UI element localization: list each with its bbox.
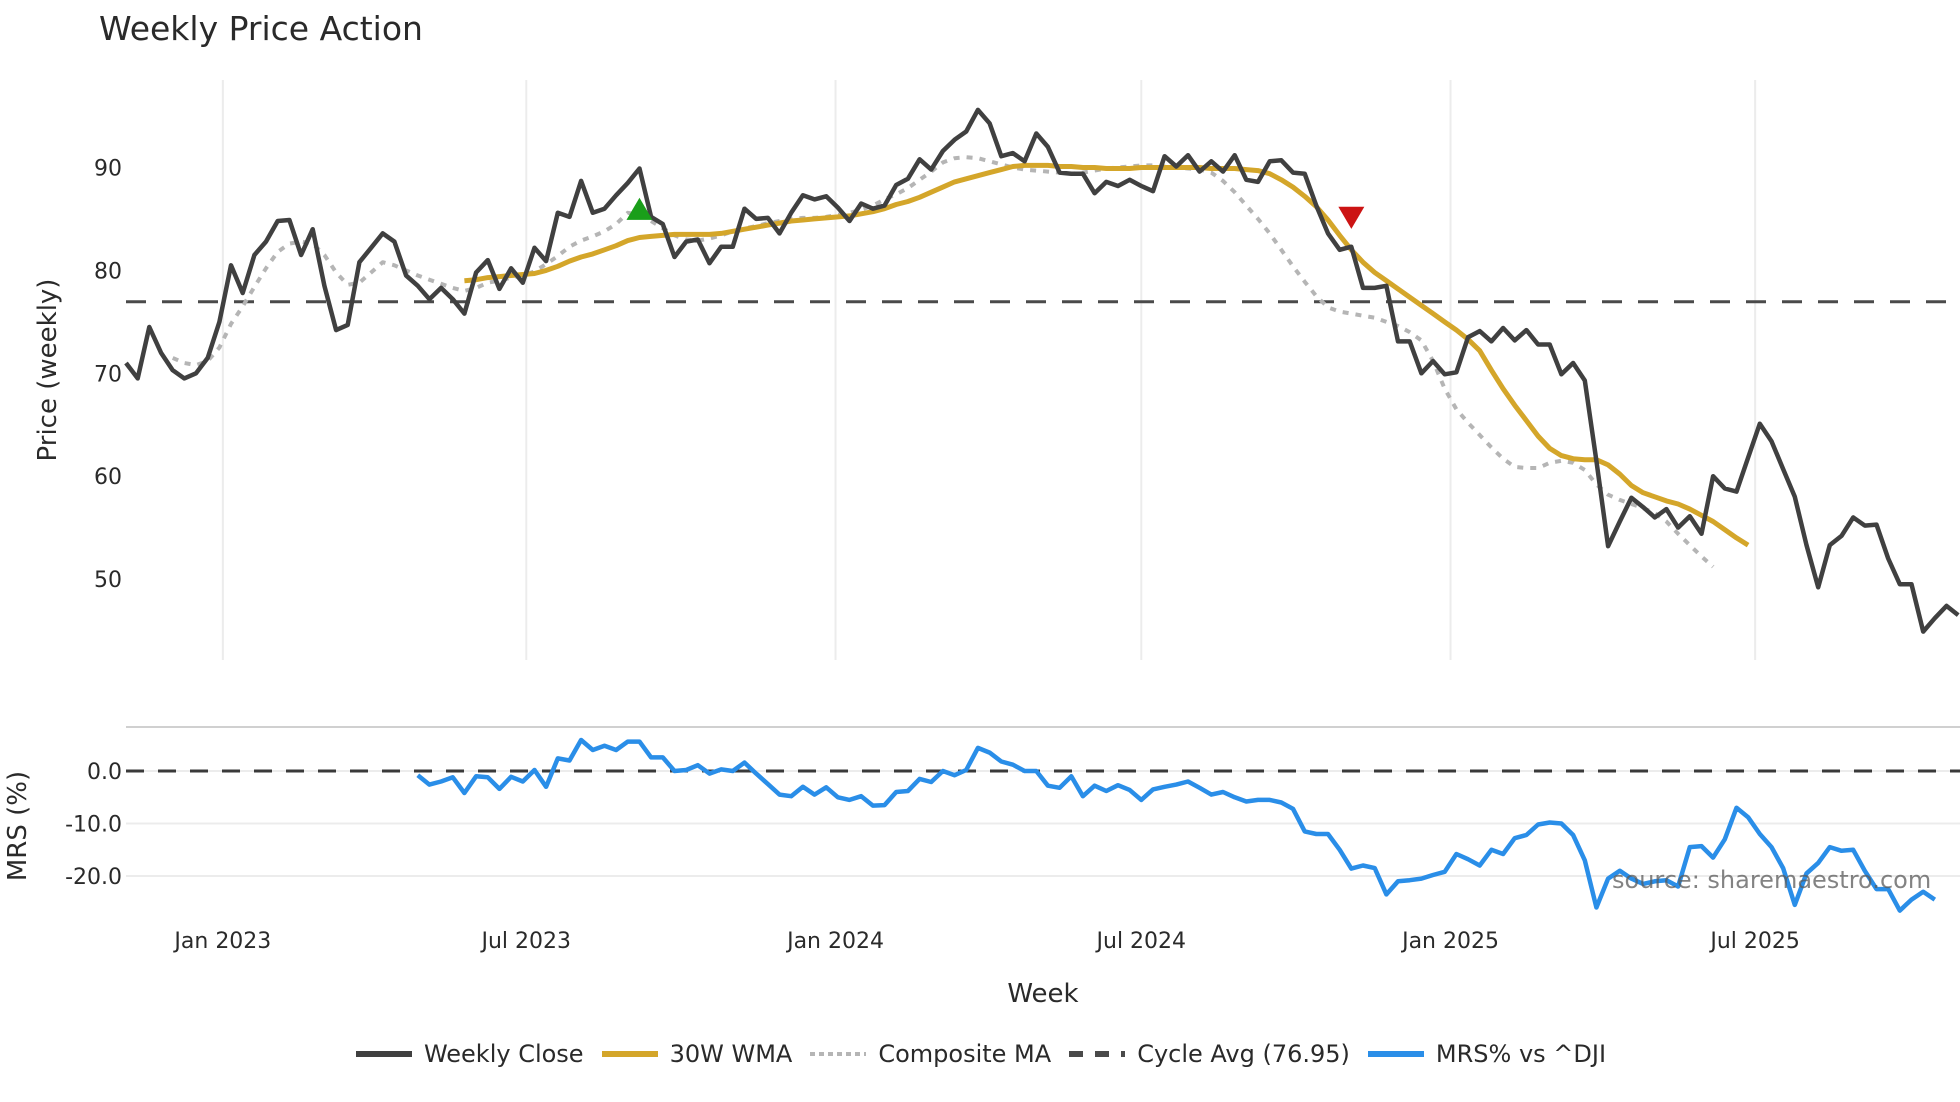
- chart-legend: Weekly Close 30W WMA Composite MA Cycle Avg…: [0, 1034, 1960, 1074]
- x-tick-label: Jan 2023: [172, 929, 271, 954]
- price-y-tick-label: 50: [94, 568, 122, 593]
- signal-markers: [626, 197, 1365, 229]
- composite-ma-line: [171, 155, 1715, 569]
- legend-swatch-icon: [1367, 1051, 1424, 1057]
- legend-swatch-icon: [1069, 1051, 1126, 1057]
- x-axis-label: Week: [1007, 979, 1078, 1009]
- mrs-y-axis-label: MRS (%): [3, 771, 33, 881]
- legend-label: Weekly Close: [423, 1040, 584, 1068]
- legend-item-weekly-close[interactable]: Weekly Close: [354, 1040, 584, 1068]
- mrs-plot-area: [126, 737, 1960, 913]
- price-y-tick-label: 60: [94, 465, 122, 490]
- legend-item-composite-ma[interactable]: Composite MA: [808, 1040, 1051, 1068]
- price-panel-gridlines: [221, 80, 1757, 660]
- price-y-tick-label: 80: [94, 259, 122, 284]
- legend-swatch-icon: [810, 1052, 867, 1056]
- legend-item-wma30[interactable]: 30W WMA: [600, 1040, 793, 1068]
- price-y-axis-label: Price (weekly): [33, 279, 63, 462]
- legend-label: Cycle Avg (76.95): [1137, 1040, 1350, 1068]
- price-y-tick-label: 90: [94, 157, 122, 182]
- x-tick-label: Jan 2024: [785, 929, 884, 954]
- legend-label: Composite MA: [878, 1040, 1052, 1068]
- buy-signal-triangle-icon: [626, 197, 653, 220]
- legend-swatch-icon: [601, 1051, 658, 1057]
- legend-label: 30W WMA: [669, 1040, 793, 1068]
- legend-item-cycle-avg[interactable]: Cycle Avg (76.95): [1067, 1040, 1350, 1068]
- x-axis-ticks: Jan 2023 Jul 2023 Jan 2024 Jul 2024 Jan 2025…: [172, 929, 1799, 954]
- price-plot-area: [124, 107, 1960, 634]
- sell-signal-triangle-icon: [1338, 206, 1365, 229]
- mrs-y-axis-ticks: 0.0 -10.0 -20.0: [65, 760, 122, 890]
- mrs-y-tick-label: -10.0: [65, 813, 122, 838]
- mrs-line: [416, 737, 1937, 913]
- mrs-y-tick-label: -20.0: [65, 865, 122, 890]
- x-tick-label: Jul 2023: [480, 929, 572, 954]
- x-tick-label: Jul 2024: [1095, 929, 1187, 954]
- chart-title: Weekly Price Action: [99, 9, 423, 48]
- wma30-line: [464, 162, 1750, 548]
- x-tick-label: Jan 2025: [1400, 929, 1499, 954]
- mrs-y-tick-label: 0.0: [87, 760, 122, 785]
- legend-item-mrs[interactable]: MRS% vs ^DJI: [1366, 1040, 1606, 1068]
- price-y-axis-ticks: 50 60 70 80 90: [94, 157, 122, 594]
- price-y-tick-label: 70: [94, 362, 122, 387]
- weekly-close-line: [124, 107, 1960, 634]
- watermark-source: source: sharemaestro.com: [1612, 866, 1932, 894]
- legend-label: MRS% vs ^DJI: [1435, 1040, 1607, 1068]
- legend-swatch-icon: [355, 1051, 412, 1057]
- x-tick-label: Jul 2025: [1708, 929, 1800, 954]
